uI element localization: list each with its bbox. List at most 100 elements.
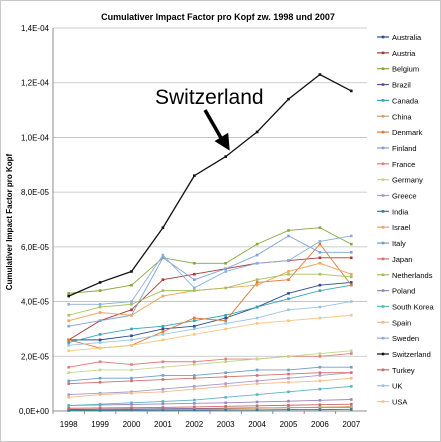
data-point xyxy=(67,344,70,347)
data-point xyxy=(130,327,133,331)
data-point xyxy=(224,357,227,361)
data-point xyxy=(224,327,227,331)
data-point xyxy=(287,390,290,394)
legend-label: India xyxy=(392,207,409,216)
y-tick-label: 6,0E-05 xyxy=(21,243,50,252)
data-point xyxy=(318,316,322,320)
data-point xyxy=(350,408,353,411)
data-point xyxy=(287,319,290,323)
legend-item: Australia xyxy=(377,33,422,42)
data-point xyxy=(350,89,353,93)
data-point xyxy=(98,311,102,314)
legend-item: Austria xyxy=(377,49,416,58)
legend-marker xyxy=(381,400,385,403)
legend-item: Japan xyxy=(377,255,412,264)
data-point xyxy=(67,406,70,410)
legend-label: USA xyxy=(392,398,407,407)
data-point xyxy=(350,402,353,406)
data-point xyxy=(287,97,290,101)
legend-marker xyxy=(381,225,385,229)
legend-label: France xyxy=(392,160,415,169)
data-point xyxy=(224,316,227,320)
data-point xyxy=(130,379,133,383)
data-point xyxy=(193,286,196,290)
legend-item: Greece xyxy=(377,192,417,201)
data-point xyxy=(98,406,102,410)
series-japan xyxy=(67,371,353,385)
data-point xyxy=(318,283,322,287)
data-point xyxy=(350,405,353,408)
legend-label: South Korea xyxy=(392,302,435,311)
legend-item: UK xyxy=(377,382,402,391)
data-point xyxy=(255,400,259,404)
data-point xyxy=(130,303,133,306)
data-point xyxy=(350,281,353,284)
data-point xyxy=(193,278,196,281)
data-point xyxy=(255,408,259,412)
data-point xyxy=(130,313,133,317)
data-point xyxy=(193,316,196,320)
data-point xyxy=(318,73,322,76)
data-point xyxy=(255,379,259,383)
data-point xyxy=(255,393,259,396)
series-line xyxy=(68,353,352,368)
legend-label: Finland xyxy=(392,144,417,153)
series-italy xyxy=(67,365,353,383)
series-line xyxy=(68,377,352,398)
y-tick-label: 1,0E-04 xyxy=(21,133,50,142)
legend-marker xyxy=(381,289,385,292)
series-greece xyxy=(67,371,353,396)
data-point xyxy=(318,387,322,391)
legend-item: Israel xyxy=(377,223,411,232)
data-point xyxy=(130,308,133,312)
data-point xyxy=(98,319,102,323)
data-point xyxy=(318,240,322,243)
legend-label: Netherlands xyxy=(392,271,433,280)
data-point xyxy=(287,259,290,262)
data-point xyxy=(161,327,165,331)
legend-item: Switzerland xyxy=(377,350,431,359)
data-point xyxy=(255,316,259,320)
legend-marker xyxy=(381,321,385,324)
series-line xyxy=(68,257,352,341)
data-point xyxy=(287,408,290,411)
legend-marker xyxy=(381,305,385,308)
data-point xyxy=(318,226,322,230)
data-point xyxy=(255,357,259,361)
data-point xyxy=(350,352,353,355)
data-point xyxy=(255,130,259,134)
data-point xyxy=(98,402,102,406)
data-point xyxy=(224,360,227,364)
data-point xyxy=(67,393,70,396)
series-line xyxy=(68,281,352,341)
data-point xyxy=(350,300,353,303)
y-tick-label: 1,2E-04 xyxy=(21,79,50,88)
data-point xyxy=(318,352,322,355)
series-lines xyxy=(67,73,353,412)
legend-marker xyxy=(381,83,385,86)
y-axis-label: Cumulativer Impact Factor pro Kopf xyxy=(5,153,14,290)
legend-item: France xyxy=(377,160,415,169)
legend-label: Denmark xyxy=(392,128,423,137)
legend-label: Belgium xyxy=(392,65,419,74)
data-point xyxy=(130,283,133,287)
data-point xyxy=(350,275,353,279)
data-point xyxy=(130,391,133,395)
legend-item: Belgium xyxy=(377,65,419,74)
data-point xyxy=(161,408,165,412)
data-point xyxy=(161,294,165,298)
data-point xyxy=(193,408,196,412)
data-point xyxy=(193,289,196,292)
legend-marker xyxy=(381,114,385,118)
data-point xyxy=(193,385,196,388)
legend-marker xyxy=(381,162,385,166)
data-point xyxy=(224,270,227,273)
data-point xyxy=(224,267,227,271)
annotation: Switzerland xyxy=(155,86,264,151)
legend-label: UK xyxy=(392,382,402,391)
series-line xyxy=(68,399,352,406)
data-point xyxy=(98,391,102,395)
data-point xyxy=(350,251,353,254)
legend-marker xyxy=(381,146,385,150)
legend-label: Switzerland xyxy=(392,350,431,359)
